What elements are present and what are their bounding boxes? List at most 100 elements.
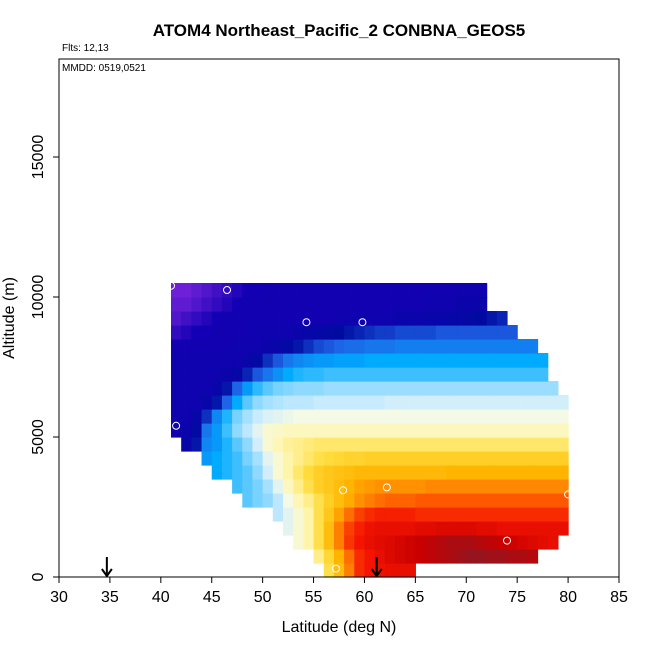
heatmap-cell — [507, 521, 518, 536]
heatmap-cell — [405, 367, 416, 382]
heatmap-cell — [496, 521, 508, 536]
sample-point — [302, 318, 311, 327]
heatmap-cell — [435, 395, 447, 410]
heatmap-cell — [405, 297, 416, 312]
heatmap-cell — [232, 395, 243, 410]
heatmap-cell — [557, 437, 569, 452]
heatmap-cell — [232, 353, 243, 368]
heatmap-cell — [384, 395, 396, 410]
heatmap-cell — [333, 283, 345, 298]
heatmap-cell — [354, 493, 366, 508]
heatmap-cell — [415, 311, 427, 326]
heatmap-cell — [201, 423, 213, 438]
heatmap-cell — [374, 535, 386, 550]
heatmap-cell — [384, 353, 396, 368]
heatmap-cell — [456, 479, 467, 494]
heatmap-cell — [557, 409, 569, 424]
heatmap-cell — [344, 465, 355, 480]
heatmap-cell — [201, 297, 213, 312]
heatmap-cell — [456, 311, 467, 326]
heatmap-cell — [415, 339, 427, 354]
heatmap-cell — [527, 493, 539, 508]
heatmap-cell — [262, 353, 274, 368]
heatmap-cell — [486, 549, 498, 564]
heatmap-cell — [466, 437, 478, 452]
heatmap-cell — [272, 423, 284, 438]
heatmap-cell — [476, 325, 488, 340]
heatmap-cell — [445, 507, 457, 522]
heatmap-cell — [252, 325, 264, 340]
heatmap-cell — [537, 395, 549, 410]
sample-point — [382, 483, 391, 492]
heatmap-cell — [293, 479, 304, 494]
heatmap-cell — [283, 451, 294, 466]
heatmap-cell — [496, 325, 508, 340]
heatmap-cell — [456, 381, 467, 396]
heatmap-cell — [262, 479, 274, 494]
heatmap-cell — [517, 395, 528, 410]
heatmap-cell — [323, 353, 335, 368]
heatmap-cell — [242, 451, 254, 466]
heatmap-cell — [283, 381, 294, 396]
heatmap-cell — [313, 507, 325, 522]
heatmap-cell — [415, 521, 427, 536]
heatmap-cell — [557, 423, 569, 438]
heatmap-cell — [435, 367, 447, 382]
heatmap-cell — [384, 311, 396, 326]
heatmap-cell — [283, 395, 294, 410]
heatmap-cell — [323, 521, 335, 536]
heatmap-cell — [425, 451, 437, 466]
heatmap-cell — [496, 353, 508, 368]
heatmap-cell — [364, 395, 376, 410]
x-tick-label: 40 — [152, 589, 170, 606]
heatmap-cell — [344, 437, 355, 452]
heatmap-cell — [262, 409, 274, 424]
heatmap-cell — [425, 521, 437, 536]
heatmap-cell — [201, 311, 213, 326]
heatmap-cell — [364, 297, 376, 312]
heatmap-cell — [384, 325, 396, 340]
heatmap-cell — [272, 339, 284, 354]
x-tick-label: 80 — [559, 589, 577, 606]
y-tick-label: 10000 — [30, 275, 47, 320]
heatmap-cell — [486, 339, 498, 354]
heatmap-cell — [171, 353, 182, 368]
heatmap-cell — [517, 381, 528, 396]
heatmap-cell — [181, 395, 192, 410]
heatmap-cell — [181, 367, 192, 382]
heatmap-cell — [323, 381, 335, 396]
x-tick-label: 45 — [203, 589, 221, 606]
heatmap-cell — [333, 381, 345, 396]
heatmap-cell — [374, 381, 386, 396]
heatmap-cell — [201, 339, 213, 354]
heatmap-cell — [445, 395, 457, 410]
heatmap-cell — [181, 381, 192, 396]
heatmap-cell — [507, 409, 518, 424]
heatmap-cell — [211, 465, 223, 480]
heatmap-cell — [374, 479, 386, 494]
heatmap-cell — [171, 311, 182, 326]
heatmap-cell — [445, 549, 457, 564]
heatmap-cell — [507, 339, 518, 354]
heatmap-cell — [323, 451, 335, 466]
heatmap-cell — [537, 493, 549, 508]
heatmap-cell — [445, 409, 457, 424]
date-note: MMDD: 0519,0521 — [62, 63, 146, 74]
heatmap-cell — [344, 367, 355, 382]
heatmap-cell — [476, 521, 488, 536]
heatmap-cell — [181, 297, 192, 312]
heatmap-cell — [476, 381, 488, 396]
heatmap-cell — [435, 549, 447, 564]
heatmap-cell — [456, 283, 467, 298]
heatmap-cell — [262, 465, 274, 480]
heatmap-cell — [272, 409, 284, 424]
heatmap-cell — [456, 535, 467, 550]
heatmap-cell — [527, 423, 539, 438]
heatmap-cell — [252, 465, 264, 480]
x-tick-label: 60 — [356, 589, 374, 606]
heatmap-cell — [313, 283, 325, 298]
heatmap-cell — [191, 339, 203, 354]
heatmap-cell — [507, 479, 518, 494]
heatmap-cell — [252, 353, 264, 368]
heatmap-cell — [415, 465, 427, 480]
